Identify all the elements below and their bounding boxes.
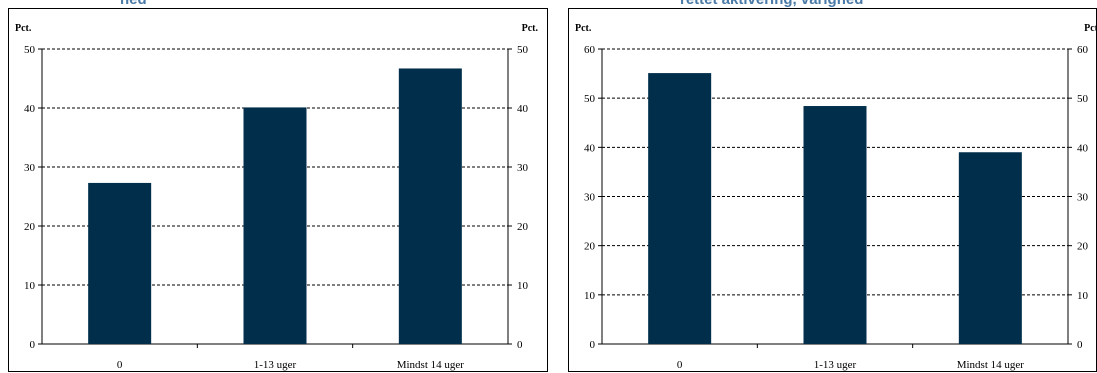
x-category-label: Mindst 14 uger bbox=[957, 359, 1025, 371]
bar-2 bbox=[243, 107, 307, 344]
chart-1-title: ned bbox=[120, 0, 147, 8]
y-unit-label-right: Pct. bbox=[522, 23, 539, 34]
y-tick-label-left: 20 bbox=[584, 241, 596, 253]
bar-3 bbox=[958, 152, 1022, 344]
chart-2-svg: 0 0 10 10 20 20 30 30 40 40 50 50 60 60 0 1-13 uger Mind… bbox=[575, 23, 1097, 371]
y-tick-label-left: 40 bbox=[24, 103, 36, 115]
y-tick-label-left: 60 bbox=[584, 44, 596, 56]
y-tick-label-right: 60 bbox=[1077, 44, 1089, 56]
y-tick-label-left: 0 bbox=[590, 339, 596, 351]
y-tick-label-left: 10 bbox=[24, 280, 36, 292]
y-tick-label-right: 50 bbox=[1077, 93, 1089, 105]
y-tick-label-right: 30 bbox=[517, 162, 529, 174]
x-category-label: 0 bbox=[677, 359, 683, 371]
x-category-label: 1-13 uger bbox=[814, 359, 857, 371]
y-tick-label-right: 50 bbox=[517, 44, 529, 56]
x-category-label: 1-13 uger bbox=[254, 359, 297, 371]
y-tick-label-left: 10 bbox=[584, 290, 596, 302]
bar-1 bbox=[88, 182, 152, 344]
y-tick-label-right: 0 bbox=[1077, 339, 1083, 351]
y-unit-label-left: Pct. bbox=[15, 23, 32, 34]
y-tick-label-left: 30 bbox=[24, 162, 36, 174]
chart-1-svg: 0 0 10 10 20 20 30 30 40 40 50 50 0 1-13 uger Mindst 1… bbox=[15, 23, 539, 371]
y-tick-label-right: 30 bbox=[1077, 192, 1089, 204]
y-tick-label-right: 10 bbox=[1077, 290, 1089, 302]
y-tick-label-left: 0 bbox=[30, 339, 36, 351]
bar-3 bbox=[398, 68, 462, 344]
chart-2-title: rettet aktivering, varighed bbox=[680, 0, 863, 8]
bar-1 bbox=[648, 73, 712, 344]
y-tick-label-right: 0 bbox=[517, 339, 523, 351]
y-tick-label-left: 30 bbox=[584, 192, 596, 204]
y-tick-label-right: 40 bbox=[1077, 142, 1089, 154]
y-unit-label-left: Pct. bbox=[575, 23, 592, 34]
y-tick-label-left: 20 bbox=[24, 221, 36, 233]
x-category-label: Mindst 14 uger bbox=[397, 359, 465, 371]
chart-1-panel: 0 0 10 10 20 20 30 30 40 40 50 50 0 1-13 uger Mindst 1… bbox=[8, 8, 548, 372]
y-unit-label-right: Pct bbox=[1084, 23, 1097, 34]
y-tick-label-right: 40 bbox=[517, 103, 529, 115]
bar-2 bbox=[803, 106, 867, 345]
y-tick-label-right: 20 bbox=[1077, 241, 1089, 253]
y-tick-label-left: 50 bbox=[24, 44, 36, 56]
chart-2-panel: 0 0 10 10 20 20 30 30 40 40 50 50 60 60 0 1-13 uger Mind… bbox=[568, 8, 1097, 372]
y-tick-label-left: 50 bbox=[584, 93, 596, 105]
y-tick-label-left: 40 bbox=[584, 142, 596, 154]
x-category-label: 0 bbox=[117, 359, 123, 371]
y-tick-label-right: 10 bbox=[517, 280, 529, 292]
y-tick-label-right: 20 bbox=[517, 221, 529, 233]
